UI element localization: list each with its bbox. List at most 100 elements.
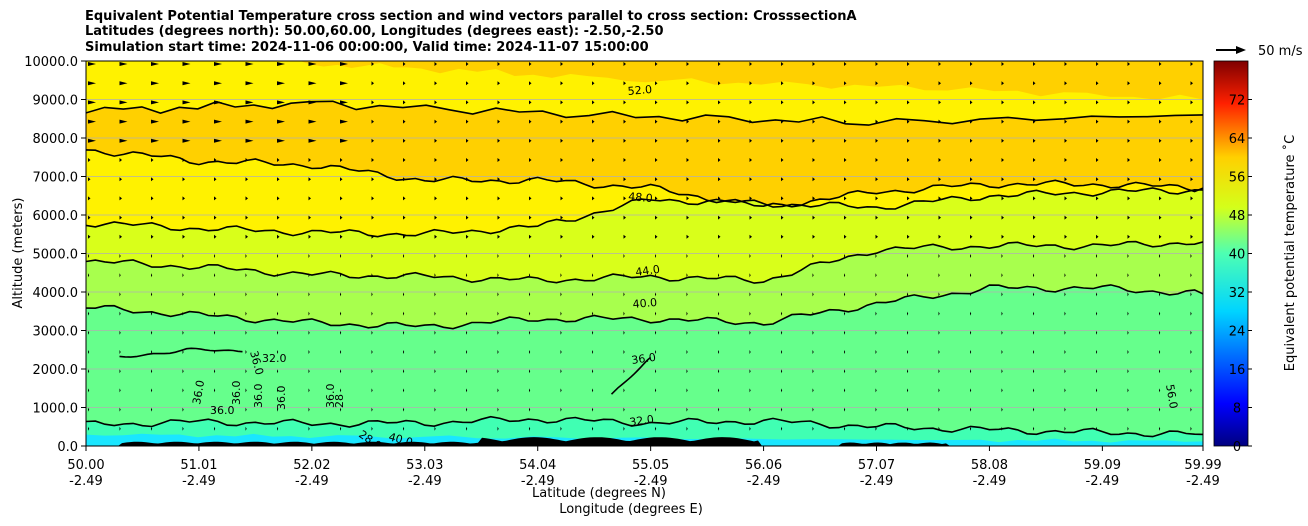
wind-vector xyxy=(371,158,374,162)
wind-vector xyxy=(718,158,721,162)
wind-vector xyxy=(844,330,846,335)
wind-vector xyxy=(1096,177,1099,182)
wind-vector xyxy=(1033,330,1035,335)
wind-vector xyxy=(907,388,909,393)
wind-vector xyxy=(466,158,469,162)
wind-vector xyxy=(875,330,877,335)
wind-vector xyxy=(277,215,280,220)
wind-vector xyxy=(749,196,752,201)
wind-vector xyxy=(938,138,941,143)
wind-vector xyxy=(1190,100,1193,105)
wind-vector xyxy=(245,350,247,354)
wind-vector xyxy=(1159,273,1161,278)
chart-title-line-1: Equivalent Potential Temperature cross s… xyxy=(85,9,857,24)
wind-vector xyxy=(277,407,279,412)
contour-label: 36.0 xyxy=(230,381,243,406)
wind-vector xyxy=(718,292,720,297)
x-tick-label: 56.06 xyxy=(745,458,782,473)
wind-vector xyxy=(970,369,972,374)
wind-vector xyxy=(88,158,91,162)
wind-vector xyxy=(875,81,878,86)
wind-vector xyxy=(466,369,468,374)
x-tick-label-lon: -2.49 xyxy=(860,474,894,489)
wind-vector xyxy=(308,119,317,124)
wind-vector xyxy=(1001,196,1004,201)
wind-vector xyxy=(403,330,405,335)
x-tick-label-lon: -2.49 xyxy=(634,474,668,489)
wind-vector xyxy=(875,426,877,431)
wind-vector xyxy=(1033,292,1035,297)
wind-vector xyxy=(434,311,436,316)
wind-vector xyxy=(812,215,815,220)
wind-vector xyxy=(560,273,562,278)
wind-vector xyxy=(1001,119,1004,124)
wind-vector xyxy=(560,330,562,335)
wind-vector xyxy=(497,350,499,354)
wind-vector xyxy=(970,273,972,278)
wind-vector xyxy=(938,81,941,86)
wind-vector xyxy=(1096,215,1099,220)
wind-vector xyxy=(1127,119,1130,124)
wind-key: 50 m/s xyxy=(1216,44,1303,59)
wind-vector xyxy=(497,62,500,66)
wind-vector xyxy=(655,369,657,374)
wind-vector xyxy=(592,100,595,105)
wind-vector xyxy=(214,119,222,124)
y-tick-label: 1000.0 xyxy=(33,402,79,417)
wind-vector xyxy=(812,196,815,201)
wind-vector xyxy=(623,234,626,239)
wind-vector xyxy=(1190,138,1193,143)
contour-line xyxy=(86,415,1203,438)
wind-vector xyxy=(119,119,128,124)
wind-vector xyxy=(308,369,310,374)
wind-vector xyxy=(466,100,469,105)
wind-vector xyxy=(308,62,317,66)
wind-vector xyxy=(182,215,185,220)
wind-vector xyxy=(466,292,468,297)
wind-vector xyxy=(875,254,877,258)
wind-vector xyxy=(466,350,468,354)
wind-vector xyxy=(1190,388,1192,393)
wind-vector xyxy=(151,350,153,354)
wind-vector xyxy=(623,407,625,412)
wind-vector xyxy=(1096,100,1099,105)
wind-vector xyxy=(686,350,688,354)
wind-vector xyxy=(592,426,594,431)
wind-vector xyxy=(119,177,122,182)
wind-vector xyxy=(970,311,972,316)
wind-vector xyxy=(1033,369,1035,374)
wind-vector xyxy=(655,158,658,162)
wind-vector xyxy=(182,234,185,239)
wind-vector xyxy=(1033,254,1035,258)
wind-vector xyxy=(938,369,940,374)
wind-vector xyxy=(686,388,688,393)
wind-vector xyxy=(718,119,721,124)
wind-vector xyxy=(718,138,721,143)
wind-vector xyxy=(497,215,500,220)
wind-vector xyxy=(875,62,878,66)
wind-vector xyxy=(1159,138,1162,143)
wind-vector xyxy=(812,158,815,162)
wind-vector xyxy=(151,369,153,374)
wind-vector xyxy=(119,292,121,297)
wind-vector xyxy=(182,62,191,66)
wind-vector xyxy=(214,177,217,182)
wind-vector xyxy=(655,407,657,412)
wind-vector xyxy=(214,388,216,393)
wind-vector xyxy=(529,426,531,431)
wind-vector xyxy=(277,292,279,297)
wind-vector xyxy=(308,292,310,297)
wind-vector xyxy=(1159,81,1162,86)
wind-vector xyxy=(340,196,343,201)
wind-vector xyxy=(1127,234,1130,239)
wind-vector xyxy=(623,350,625,354)
wind-vector xyxy=(623,254,625,258)
wind-vector xyxy=(560,426,562,431)
wind-vector xyxy=(1159,311,1161,316)
wind-vector xyxy=(655,234,658,239)
wind-vector xyxy=(749,426,751,431)
wind-vector xyxy=(812,119,815,124)
wind-vector xyxy=(245,330,247,335)
wind-vector xyxy=(907,292,909,297)
wind-vector xyxy=(340,158,343,162)
